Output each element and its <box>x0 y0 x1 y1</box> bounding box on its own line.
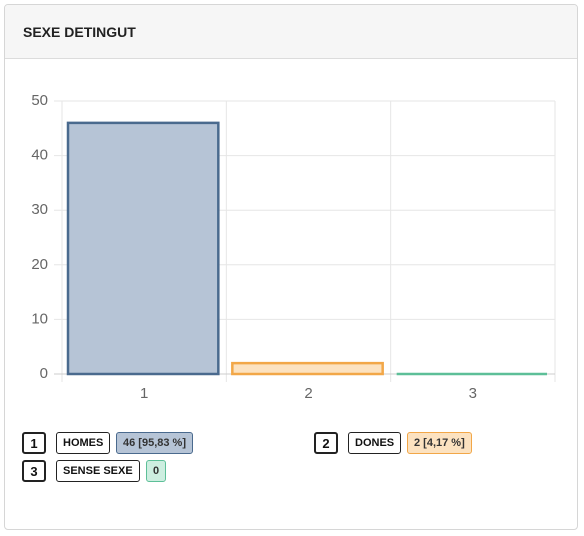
legend-index: 2 <box>314 432 338 454</box>
legend-value: 46 [95,83 %] <box>116 432 193 454</box>
y-tick-label: 30 <box>31 201 48 218</box>
legend-value: 0 <box>146 460 167 482</box>
legend-index: 1 <box>22 432 46 454</box>
panel: SEXE DETINGUT <box>4 4 578 530</box>
legend-label: HOMES <box>56 432 111 454</box>
legend-label: DONES <box>348 432 402 454</box>
y-tick-label: 10 <box>31 310 48 327</box>
y-tick-label: 20 <box>31 256 48 273</box>
y-tick-label: 0 <box>40 365 48 382</box>
legend-label: SENSE SEXE <box>56 460 140 482</box>
x-tick-label: 2 <box>304 385 312 402</box>
bar <box>231 361 384 376</box>
bar <box>66 121 220 376</box>
x-tick-label: 3 <box>469 385 477 402</box>
y-tick-label: 50 <box>31 92 48 109</box>
y-tick-label: 40 <box>31 147 48 164</box>
x-tick-label: 1 <box>140 385 148 402</box>
panel-title: SEXE DETINGUT <box>5 5 577 59</box>
legend-value: 2 [4,17 %] <box>407 432 472 454</box>
legend-index: 3 <box>22 460 46 482</box>
